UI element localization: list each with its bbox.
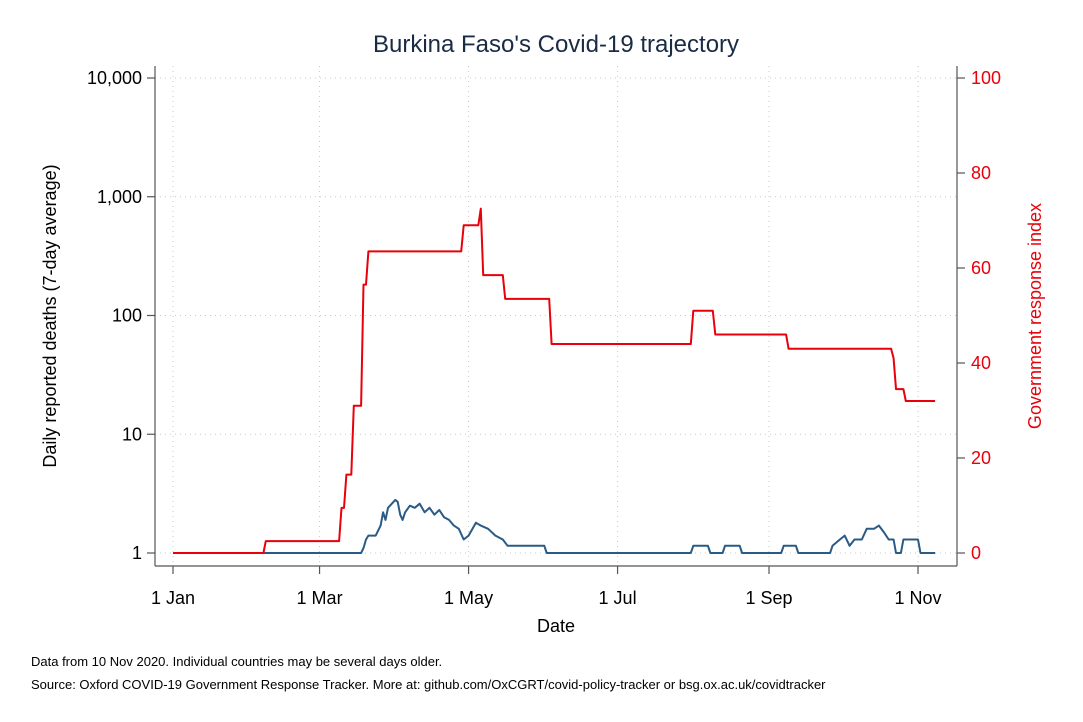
y-tick-label: 10,000 — [87, 68, 142, 88]
series-group — [173, 207, 936, 554]
y2-axis-label: Government response index — [1025, 203, 1045, 429]
y2-tick-label: 0 — [971, 543, 981, 563]
x-tick-label: 1 May — [444, 588, 493, 608]
x-tick-label: 1 Jan — [151, 588, 195, 608]
y-tick-label: 1,000 — [97, 187, 142, 207]
data-note: Data from 10 Nov 2020. Individual countr… — [31, 654, 443, 669]
y2-tick-label: 20 — [971, 448, 991, 468]
y2-tick-label: 60 — [971, 258, 991, 278]
x-tick-label: 1 Sep — [745, 588, 792, 608]
y-tick-label: 100 — [112, 306, 142, 326]
y-tick-label: 10 — [122, 424, 142, 444]
chart-title: Burkina Faso's Covid-19 trajectory — [373, 31, 739, 58]
x-tick-label: 1 Jul — [599, 588, 637, 608]
response-index-line — [173, 207, 936, 554]
y-axis-label: Daily reported deaths (7-day average) — [40, 164, 60, 467]
axes: 1 Jan 1 Mar 1 May 1 Jul 1 Sep 1 Nov 1 10 100 1,00… — [87, 66, 1001, 608]
y2-tick-label: 100 — [971, 68, 1001, 88]
y2-tick-label: 80 — [971, 163, 991, 183]
y2-tick-label: 40 — [971, 353, 991, 373]
source-note: Source: Oxford COVID-19 Government Respo… — [31, 677, 826, 692]
x-tick-label: 1 Mar — [297, 588, 343, 608]
grid — [155, 66, 957, 566]
deaths-line — [173, 498, 936, 554]
x-axis-label: Date — [537, 616, 575, 636]
y-tick-label: 1 — [132, 543, 142, 563]
x-tick-label: 1 Nov — [895, 588, 942, 608]
